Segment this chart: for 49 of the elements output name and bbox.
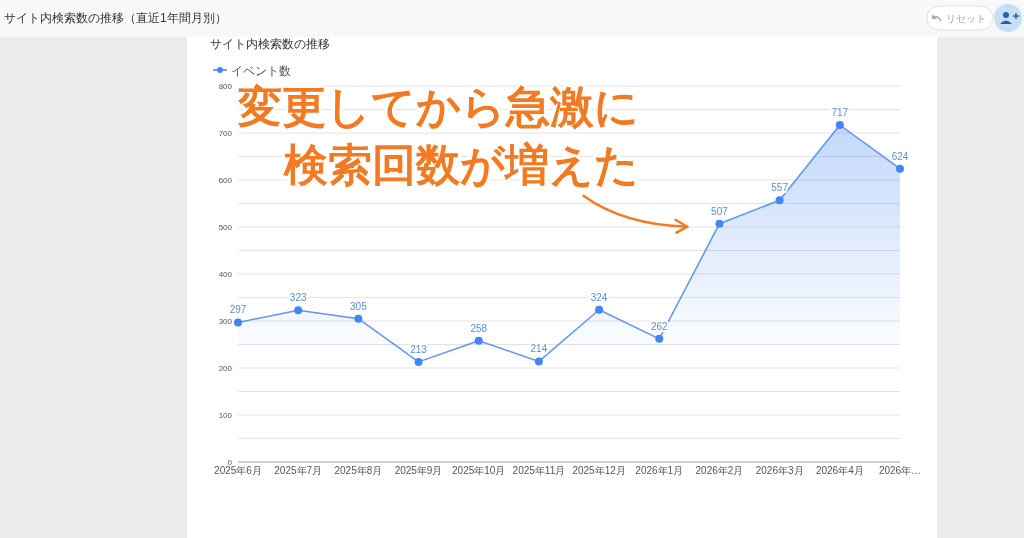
x-tick-label: 2026年4月	[815, 465, 864, 476]
point	[474, 336, 483, 345]
point	[715, 219, 724, 228]
y-tick-label: 200	[218, 364, 233, 373]
point	[775, 196, 784, 205]
point	[835, 121, 844, 130]
y-tick-label: 600	[218, 176, 233, 185]
point	[655, 334, 664, 343]
data-label: 557	[771, 182, 789, 194]
y-tick-label: 100	[218, 411, 233, 420]
point	[595, 305, 604, 314]
y-tick-label: 500	[218, 223, 233, 232]
x-tick-label: 2025年12月	[572, 465, 626, 476]
x-tick-label: 2025年9月	[394, 465, 443, 476]
data-label: 717	[831, 107, 849, 119]
data-label: 324	[590, 291, 608, 303]
point	[896, 164, 904, 173]
x-tick-label: 2025年6月	[214, 465, 262, 476]
data-label: 297	[229, 304, 247, 316]
x-tick-label: 2026年…	[878, 465, 922, 476]
x-tick-label: 2025年11月	[512, 465, 566, 476]
point	[534, 357, 543, 366]
x-tick-label: 2025年8月	[334, 465, 383, 476]
x-tick-label: 2026年2月	[695, 465, 744, 476]
point	[234, 318, 242, 327]
legend-label: イベント数	[231, 63, 291, 78]
point	[414, 357, 423, 366]
y-tick-label: 300	[218, 317, 233, 326]
chart-subtitle: サイト内検索数の推移	[210, 37, 330, 51]
text: サイト内検索数の推移（直近1年間月別）	[4, 11, 227, 25]
text: リセット	[946, 13, 986, 24]
y-tick-label: 400	[218, 270, 233, 279]
x-tick-label: 2026年3月	[755, 465, 804, 476]
data-label: 323	[289, 292, 307, 304]
x-tick-label: 2025年10月	[452, 465, 506, 476]
data-label: 507	[711, 205, 729, 217]
data-label: 624	[891, 150, 909, 162]
y-tick-label: 0	[227, 458, 233, 467]
y-tick-label: 800	[218, 82, 233, 91]
x-tick-label: 2026年1月	[635, 465, 684, 476]
data-label: 305	[350, 300, 368, 312]
data-label: 258	[470, 322, 488, 334]
point	[294, 306, 303, 315]
y-tick-label: 700	[218, 129, 233, 138]
annotation: 変更してから急激に検索回数が増えた	[237, 82, 640, 189]
x-tick-label: 2025年7月	[274, 465, 323, 476]
data-label: 214	[530, 343, 548, 355]
point	[354, 314, 363, 323]
data-label: 213	[410, 343, 428, 355]
